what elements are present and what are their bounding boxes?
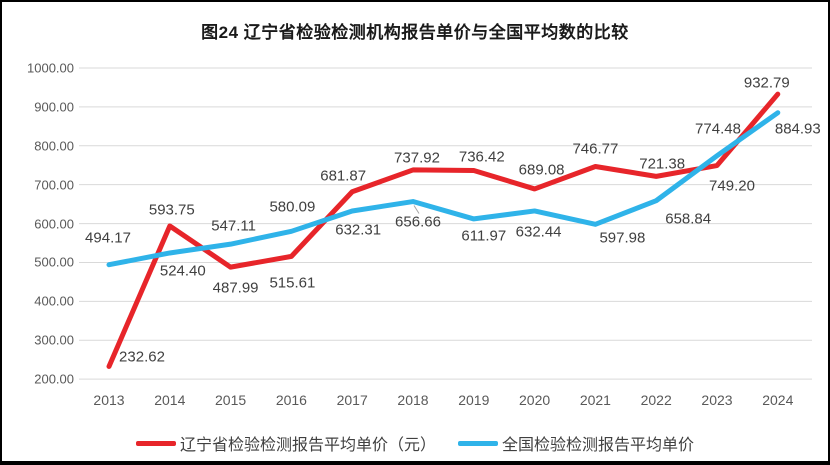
- legend-item-liaoning: 辽宁省检验检测报告平均单价（元）: [135, 431, 436, 455]
- series-line-national: [106, 110, 781, 268]
- legend: 辽宁省检验检测报告平均单价（元） 全国检验检测报告平均单价: [2, 431, 828, 455]
- label-leader-line: [413, 205, 420, 214]
- series-line-liaoning: [106, 91, 781, 369]
- legend-label-national: 全国检验检测报告平均单价: [502, 437, 695, 454]
- legend-swatch-liaoning: [135, 440, 176, 446]
- legend-swatch-national: [458, 440, 498, 446]
- legend-item-national: 全国检验检测报告平均单价: [458, 431, 694, 455]
- legend-label-liaoning: 辽宁省检验检测报告平均单价（元）: [179, 437, 436, 454]
- chart-title: 图24 辽宁省检验检测机构报告单价与全国平均数的比较: [201, 23, 629, 42]
